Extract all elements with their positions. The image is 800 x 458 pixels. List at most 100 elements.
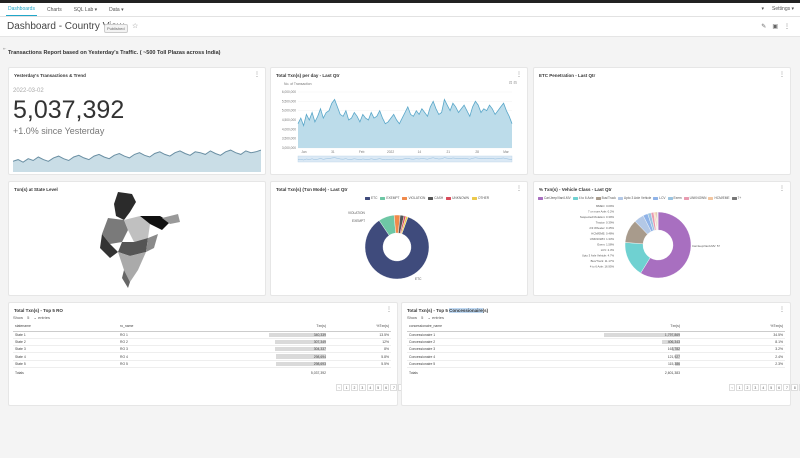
legend-item[interactable]: 7+	[731, 196, 741, 200]
page-button[interactable]: 7	[390, 384, 398, 391]
col-concessionaire-name[interactable]: concessionaire_name	[407, 322, 592, 332]
col-ro-name[interactable]: ro_name	[118, 322, 218, 332]
legend-item[interactable]: VIOLATION	[402, 196, 425, 200]
more-icon[interactable]: ⋮	[784, 24, 790, 30]
chevron-down-icon[interactable]: ⌄	[427, 315, 431, 320]
col-txn[interactable]: Txn(s)	[218, 322, 328, 332]
entries-label: entries	[37, 315, 50, 320]
legend-item[interactable]: Bus/Truck	[595, 196, 616, 200]
vehicle-class-donut: MMEC: 0.09% 7 or more Axle: 0.2%Suspected…	[580, 204, 720, 279]
cell-txn-value: 304,337	[313, 347, 326, 352]
cell-txn-value: 298,694	[313, 354, 326, 359]
pie-slice[interactable]	[640, 211, 692, 279]
legend-item[interactable]: Exem	[667, 196, 682, 200]
status-badge[interactable]: Published	[104, 24, 128, 33]
page-button[interactable]: 1	[343, 384, 351, 391]
page-button[interactable]: ‹	[336, 384, 343, 391]
y-tick-label: 5,500,000	[282, 99, 296, 103]
legend-label: VIOLATION	[408, 196, 426, 200]
card-title: Total Txn(s) - Top 5 Concessionaire(s)	[407, 308, 488, 313]
legend-swatch	[595, 196, 601, 200]
pie-slice[interactable]	[364, 216, 430, 280]
col-pct-txn[interactable]: %Txn(s)	[682, 322, 785, 332]
table-row: Concessionaire 5 115,386 2.3%	[407, 360, 785, 369]
table-row: State 4 RO 4 298,694 5.8%	[13, 352, 391, 361]
page-button[interactable]: 2	[351, 384, 358, 391]
legend-label: 4 to 6 Axle	[578, 196, 594, 200]
cell-bar	[672, 347, 680, 352]
page-size-select[interactable]: 5	[421, 315, 424, 320]
legend-label: OTHER	[477, 196, 490, 200]
legend-swatch	[653, 196, 659, 200]
legend-item[interactable]: HCM/EME	[708, 196, 730, 200]
page-button[interactable]: 6	[775, 384, 783, 391]
page-button[interactable]: 3	[751, 384, 759, 391]
legend-item[interactable]: Car/Jeep/Van/LMV	[538, 196, 571, 200]
card-menu-icon[interactable]: ⋮	[779, 72, 785, 78]
card-menu-icon[interactable]: ⋮	[386, 307, 392, 313]
legend-swatch	[708, 196, 714, 200]
legend-item[interactable]: CASH	[428, 196, 443, 200]
cell-txn: 304,337	[218, 345, 328, 354]
card-menu-icon[interactable]: ⋮	[516, 186, 522, 192]
card-title: Yesterday's Transactions & Trend	[14, 73, 86, 78]
page-button[interactable]: 7	[783, 384, 791, 391]
page-button[interactable]: 4	[366, 384, 374, 391]
collapse-icon[interactable]: ⇤	[3, 46, 7, 51]
col-statename[interactable]: statename	[13, 322, 118, 332]
page-button[interactable]: 6	[382, 384, 390, 391]
page-button[interactable]: ‹	[729, 384, 736, 391]
zoom-icon[interactable]: ⊡ ⊟	[509, 80, 517, 85]
favorite-star-icon[interactable]: ☆	[132, 23, 139, 30]
legend-item[interactable]: LCV	[653, 196, 666, 200]
cell-txn-value: 298,693	[313, 361, 326, 366]
legend-label: Car/Jeep/Van/LMV	[544, 196, 571, 200]
col-txn[interactable]: Txn(s)	[592, 322, 682, 332]
chevron-down-icon[interactable]: ⌄	[33, 315, 37, 320]
table-row: Concessionaire 3 163,782 3.2%	[407, 345, 785, 354]
page-button[interactable]: 2	[744, 384, 751, 391]
card-menu-icon[interactable]: ⋮	[254, 72, 260, 78]
nav-data[interactable]: Data ▾	[109, 6, 124, 13]
x-tick-label: Mar	[503, 150, 509, 154]
pie-slice[interactable]	[400, 216, 409, 235]
legend-swatch	[667, 196, 673, 200]
series-line	[297, 98, 513, 127]
page-size-select[interactable]: 5	[27, 315, 30, 320]
card-menu-icon[interactable]: ⋮	[779, 307, 785, 313]
page-button[interactable]: 4	[759, 384, 767, 391]
legend-swatch	[617, 196, 623, 200]
cell-state: State 4	[13, 352, 118, 361]
table-row: State 1 RO 1 340,339 13.5%	[13, 331, 391, 339]
legend-item[interactable]: UNKNOWN	[683, 196, 706, 200]
col-pct-txn[interactable]: %Txn(s)	[328, 322, 391, 332]
edit-icon[interactable]: ✎	[761, 24, 767, 30]
vehicle-class-legend: Car/Jeep/Van/LMV 4 to 6 Axle Bus/Truck Upto…	[538, 196, 741, 200]
nav-charts[interactable]: Charts	[46, 6, 62, 13]
map-region-southeast	[146, 234, 158, 252]
legend-item[interactable]: EXEMPT	[380, 196, 399, 200]
page-button[interactable]: 5	[767, 384, 775, 391]
cell-txn-value: 121,927	[667, 354, 680, 359]
legend-item[interactable]: OTHER	[471, 196, 490, 200]
page-button[interactable]: 3	[358, 384, 366, 391]
totals-label: Totals	[15, 370, 24, 375]
nav-sql-lab[interactable]: SQL Lab ▾	[73, 6, 98, 13]
legend-item[interactable]: Upto 3 Axle Vehicle	[617, 196, 651, 200]
language-flag-icon[interactable]: ▾	[761, 6, 765, 12]
cell-state: State 1	[13, 331, 118, 339]
card-menu-icon[interactable]: ⋮	[516, 72, 522, 78]
legend-label: Bus/Truck	[601, 196, 616, 200]
legend-item[interactable]: UNKNOWN	[446, 196, 469, 200]
save-icon[interactable]: ▣	[772, 24, 778, 30]
page-button[interactable]: 1	[736, 384, 744, 391]
page-button[interactable]: 5	[374, 384, 382, 391]
cell-ro: RO 2	[118, 338, 218, 347]
legend-item[interactable]: 4 to 6 Axle	[572, 196, 594, 200]
page-size-control: Show 5 ⌄ entries	[13, 315, 50, 320]
settings-menu[interactable]: Settings ▾	[772, 6, 794, 12]
page-button[interactable]: 8	[791, 384, 799, 391]
legend-item[interactable]: ETC	[365, 196, 377, 200]
card-menu-icon[interactable]: ⋮	[779, 186, 785, 192]
nav-dashboards[interactable]: Dashboards	[6, 3, 37, 16]
